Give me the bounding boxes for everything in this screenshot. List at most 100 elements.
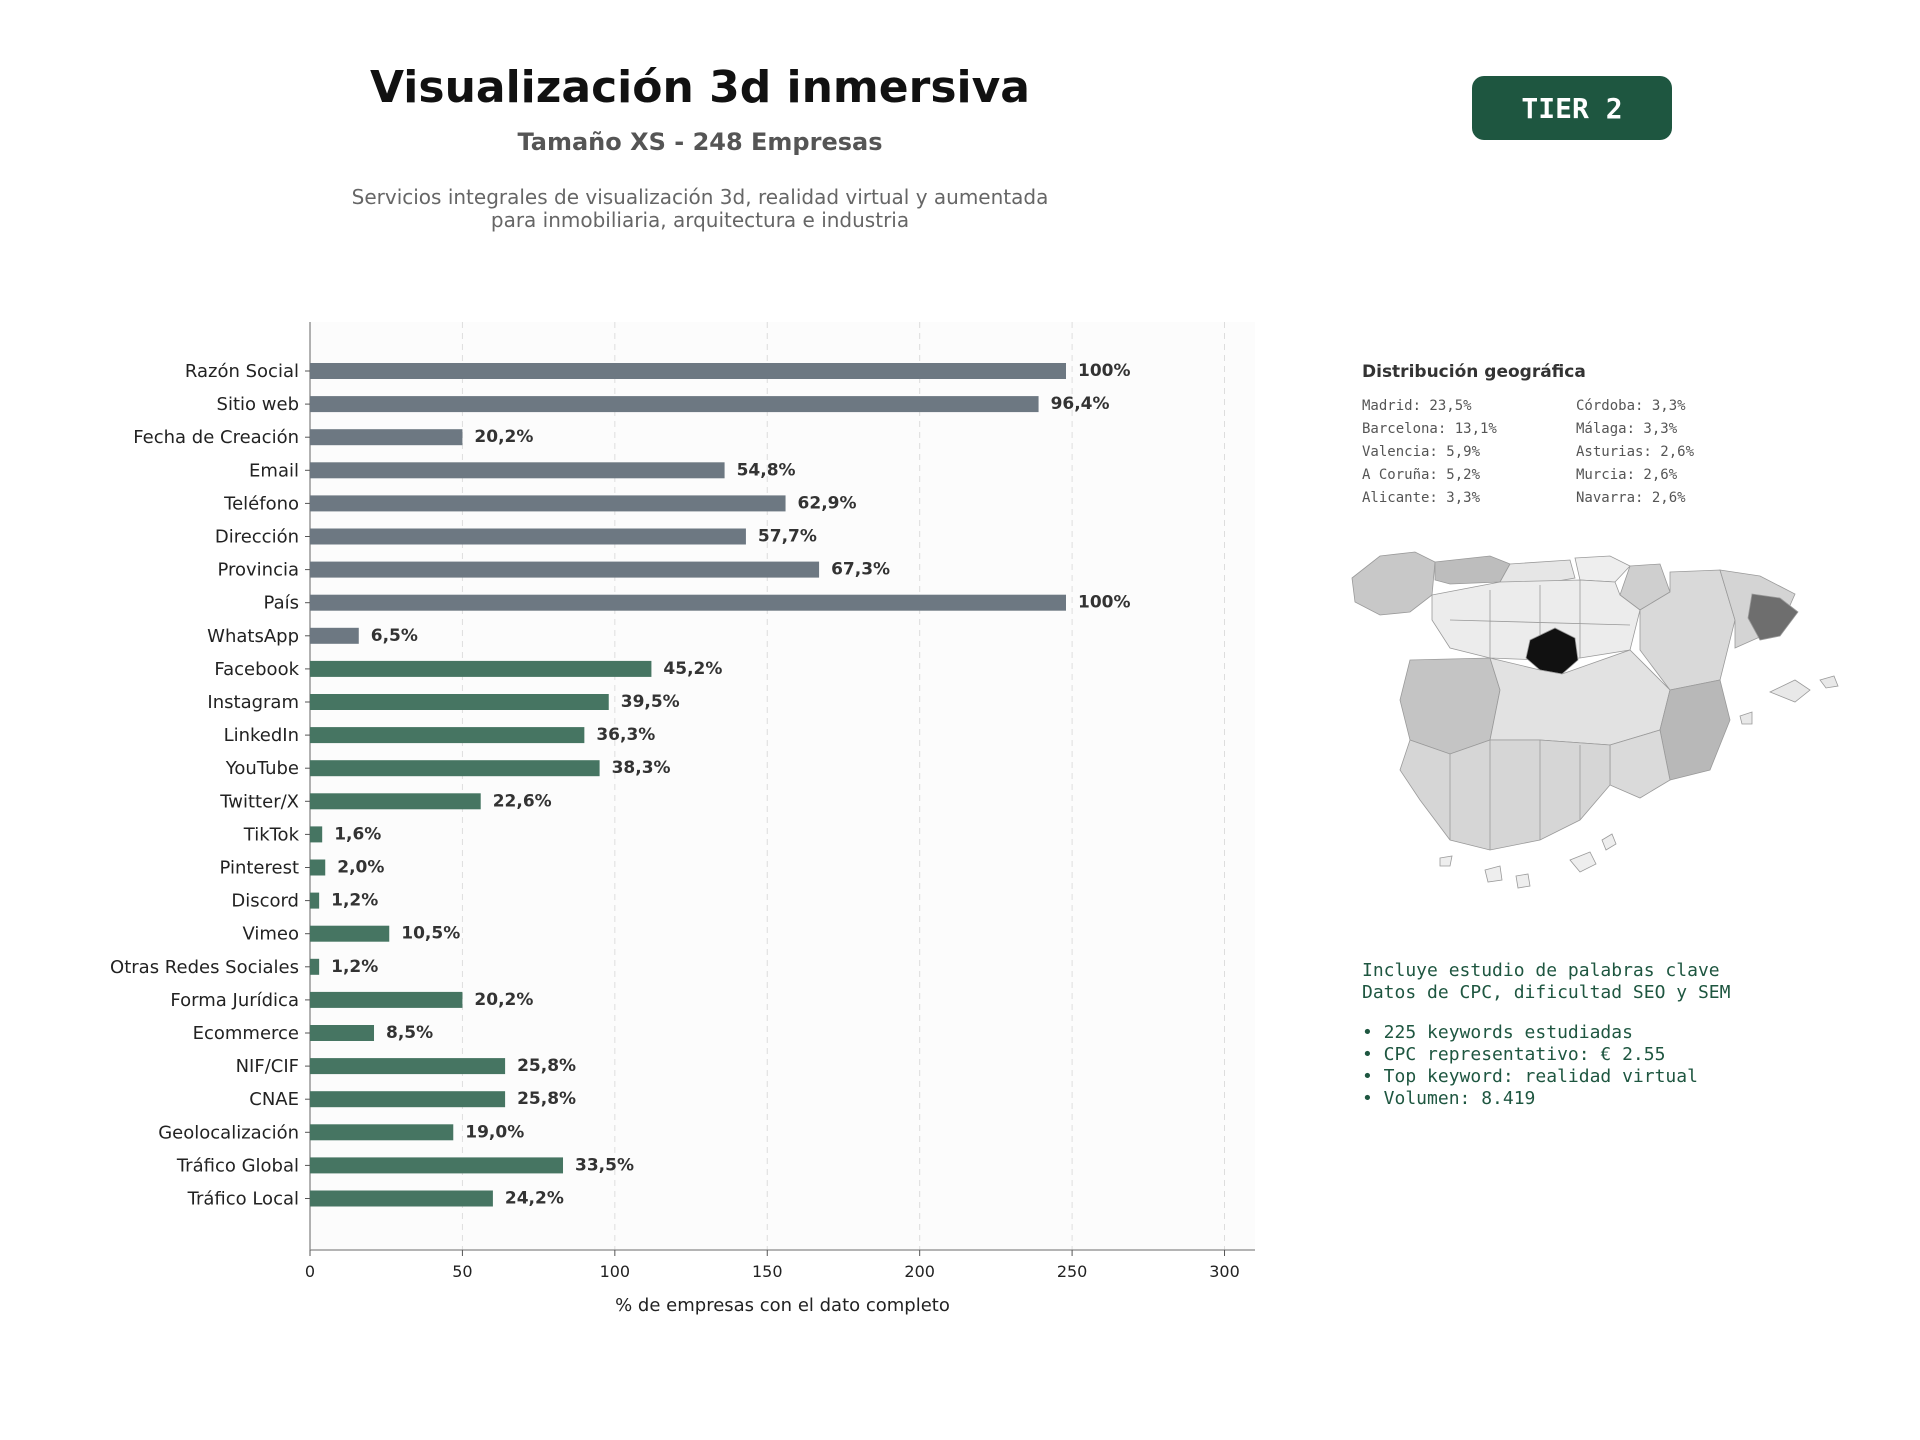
x-tick-label: 300 <box>1209 1262 1240 1281</box>
category-label: Dirección <box>215 527 299 548</box>
bar-value-label: 57,7% <box>758 527 817 547</box>
map-asturias <box>1434 555 1511 585</box>
tier-badge: TIER 2 <box>1472 76 1672 140</box>
bar <box>310 1157 564 1174</box>
bar-value-label: 62,9% <box>798 493 857 513</box>
spain-province-map <box>1351 551 1839 889</box>
map-canary-3 <box>1515 873 1531 889</box>
category-label: CNAE <box>249 1089 299 1110</box>
category-label: Razón Social <box>185 361 299 382</box>
keyword-bullet: • 225 keywords estudiadas <box>1362 1022 1633 1043</box>
map-castilla-mancha <box>1489 649 1671 746</box>
bar <box>310 396 1039 413</box>
x-tick-label: 100 <box>600 1262 631 1281</box>
geo-item: Barcelona: 13,1% <box>1362 421 1497 437</box>
category-label: Ecommerce <box>193 1023 299 1044</box>
x-tick-label: 250 <box>1057 1262 1088 1281</box>
bar-value-label: 38,3% <box>612 758 671 778</box>
map-canary-5 <box>1601 833 1617 851</box>
completeness-bar-chart: 0 50 100 150 200 250 300 % de empresas con el d… <box>110 322 1255 1316</box>
bar <box>310 1025 375 1041</box>
bar <box>310 462 725 479</box>
geo-list: Madrid: 23,5% Córdoba: 3,3% Barcelona: 1… <box>1362 398 1862 506</box>
category-label: País <box>264 593 299 614</box>
bar <box>310 627 359 644</box>
category-label: YouTube <box>225 758 299 779</box>
keyword-study-panel: Incluye estudio de palabras clave Datos … <box>1362 960 1730 1110</box>
bar-value-label: 20,2% <box>474 427 533 447</box>
geo-item: Málaga: 3,3% <box>1576 421 1678 437</box>
x-tick-label: 50 <box>452 1262 472 1281</box>
keyword-line-1: Incluye estudio de palabras clave <box>1362 960 1720 981</box>
map-andalucia-provinces <box>1449 740 1581 850</box>
bar-value-label: 39,5% <box>621 692 680 712</box>
keyword-bullet: • CPC representativo: € 2.55 <box>1362 1044 1666 1065</box>
geo-item: Navarra: 2,6% <box>1576 490 1686 506</box>
bar-value-label: 24,2% <box>505 1189 564 1209</box>
category-label: Fecha de Creación <box>133 427 299 448</box>
bar-value-label: 33,5% <box>575 1155 634 1175</box>
bar <box>310 495 786 512</box>
map-extremadura <box>1399 657 1501 755</box>
bar <box>310 859 326 876</box>
bar-value-label: 54,8% <box>737 460 796 480</box>
bar-value-label: 36,3% <box>596 725 655 745</box>
map-andalucia <box>1399 739 1611 851</box>
geo-item: A Coruña: 5,2% <box>1362 467 1481 483</box>
geo-distribution-panel: Distribución geográfica Madrid: 23,5% Có… <box>1362 362 1862 506</box>
category-label: Instagram <box>207 692 299 713</box>
keyword-bullet: • Top keyword: realidad virtual <box>1362 1066 1698 1087</box>
bar-value-label: 96,4% <box>1051 394 1110 414</box>
geo-item: Madrid: 23,5% <box>1362 398 1472 414</box>
category-label: Vimeo <box>242 924 299 945</box>
map-castilla-leon-provinces <box>1449 580 1631 660</box>
category-label: NIF/CIF <box>236 1056 299 1077</box>
bar-value-label: 25,8% <box>517 1089 576 1109</box>
page-title: Visualización 3d inmersiva <box>370 62 1030 113</box>
bar <box>310 561 820 578</box>
bar-value-label: 10,5% <box>401 924 460 944</box>
page-description: Servicios integrales de visualización 3d… <box>0 186 1400 232</box>
bar-value-label: 20,2% <box>474 990 533 1010</box>
bar <box>310 991 463 1008</box>
map-canary-2 <box>1484 865 1503 883</box>
category-label: Otras Redes Sociales <box>110 957 299 978</box>
bar-value-label: 1,2% <box>331 891 378 911</box>
category-label: Tráfico Local <box>187 1189 299 1210</box>
category-label: Forma Jurídica <box>170 990 299 1011</box>
keyword-line-2: Datos de CPC, dificultad SEO y SEM <box>1362 982 1731 1003</box>
bar <box>310 925 390 942</box>
category-label: Sitio web <box>217 394 299 415</box>
map-balearic-3 <box>1739 711 1753 725</box>
geo-item: Murcia: 2,6% <box>1576 467 1678 483</box>
category-label: Twitter/X <box>219 791 299 812</box>
bar-value-label: 8,5% <box>386 1023 433 1043</box>
bar <box>310 826 323 843</box>
map-madrid <box>1525 627 1579 675</box>
category-label: TikTok <box>243 824 300 845</box>
category-label: Geolocalización <box>158 1122 299 1143</box>
x-tick-label: 200 <box>904 1262 935 1281</box>
description-line-1: Servicios integrales de visualización 3d… <box>351 185 1049 209</box>
x-tick-label: 150 <box>752 1262 783 1281</box>
bar <box>310 760 600 777</box>
map-barcelona <box>1747 593 1799 641</box>
category-label: Discord <box>231 891 299 912</box>
bar <box>310 429 463 446</box>
bar <box>310 594 1066 611</box>
map-balearic-1 <box>1769 679 1811 703</box>
map-basque <box>1574 555 1631 583</box>
bar-value-label: 25,8% <box>517 1056 576 1076</box>
bar-value-label: 100% <box>1078 593 1131 613</box>
category-label: Email <box>249 460 299 481</box>
geo-item: Valencia: 5,9% <box>1362 444 1481 460</box>
map-balearic-2 <box>1819 675 1839 689</box>
bar <box>310 1124 454 1141</box>
bar <box>310 1058 506 1075</box>
geo-item: Alicante: 3,3% <box>1362 490 1481 506</box>
geo-item: Asturias: 2,6% <box>1576 444 1695 460</box>
bar <box>310 1190 493 1207</box>
bar <box>310 694 609 710</box>
bar <box>310 1091 506 1108</box>
bar <box>310 528 746 545</box>
